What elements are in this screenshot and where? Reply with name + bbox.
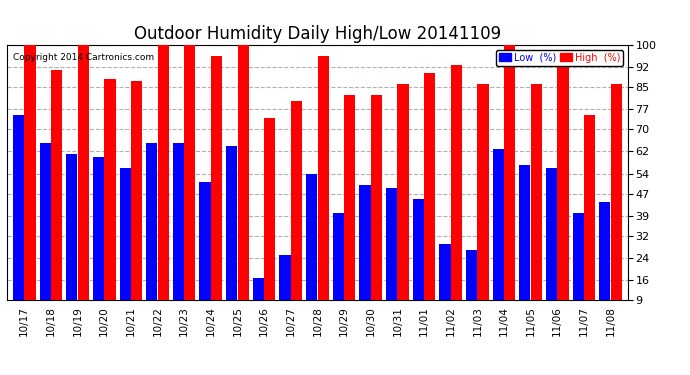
Bar <box>78 45 89 325</box>
Bar <box>477 84 489 325</box>
Bar <box>13 115 24 325</box>
Bar <box>93 157 104 325</box>
Bar <box>333 213 344 325</box>
Bar <box>359 185 371 325</box>
Bar <box>520 165 531 325</box>
Bar <box>291 101 302 325</box>
Bar <box>237 45 249 325</box>
Bar <box>584 115 595 325</box>
Bar <box>211 56 222 325</box>
Bar <box>104 79 115 325</box>
Bar <box>466 249 477 325</box>
Bar <box>51 70 62 325</box>
Bar <box>306 174 317 325</box>
Bar <box>264 118 275 325</box>
Bar <box>493 148 504 325</box>
Bar <box>413 199 424 325</box>
Bar <box>558 64 569 325</box>
Bar <box>146 143 157 325</box>
Bar <box>386 188 397 325</box>
Bar <box>253 278 264 325</box>
Title: Outdoor Humidity Daily High/Low 20141109: Outdoor Humidity Daily High/Low 20141109 <box>134 26 501 44</box>
Bar <box>24 45 36 325</box>
Bar <box>317 56 328 325</box>
Bar <box>157 45 169 325</box>
Bar <box>440 244 451 325</box>
Bar <box>611 84 622 325</box>
Bar <box>424 73 435 325</box>
Bar <box>66 154 77 325</box>
Bar <box>131 81 142 325</box>
Bar <box>119 168 130 325</box>
Bar <box>546 168 557 325</box>
Bar <box>172 143 184 325</box>
Bar <box>371 96 382 325</box>
Bar <box>199 182 210 325</box>
Bar <box>599 202 611 325</box>
Bar <box>184 45 195 325</box>
Bar <box>39 143 51 325</box>
Bar <box>573 213 584 325</box>
Bar <box>279 255 290 325</box>
Bar <box>504 45 515 325</box>
Bar <box>451 64 462 325</box>
Bar <box>344 96 355 325</box>
Bar <box>531 84 542 325</box>
Bar <box>397 84 408 325</box>
Text: Copyright 2014 Cartronics.com: Copyright 2014 Cartronics.com <box>13 53 155 62</box>
Legend: Low  (%), High  (%): Low (%), High (%) <box>496 50 623 66</box>
Bar <box>226 146 237 325</box>
